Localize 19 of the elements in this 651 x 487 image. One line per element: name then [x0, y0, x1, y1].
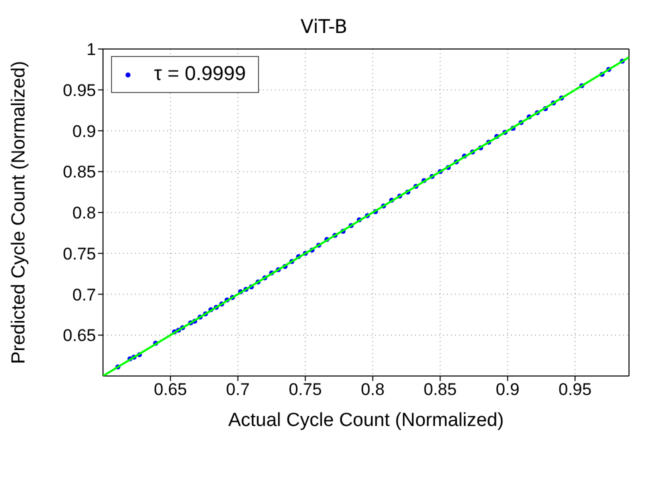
- y-axis-title: Predicted Cycle Count (Normalized): [8, 60, 30, 364]
- x-tick-label: 0.9: [496, 380, 520, 400]
- y-tick-label: 0.85: [62, 162, 96, 182]
- legend-label: τ = 0.9999: [154, 63, 246, 86]
- x-axis-title: Actual Cycle Count (Normalized): [228, 410, 504, 431]
- chart-title: ViT-B: [300, 16, 348, 38]
- y-tick-label: 0.95: [62, 80, 96, 100]
- x-tick-label: 0.85: [424, 380, 457, 400]
- y-tick-label: 0.7: [72, 285, 96, 304]
- x-tick-label: 0.7: [226, 380, 250, 400]
- x-tick-label: 0.8: [360, 380, 385, 400]
- y-tick-label: 0.9: [72, 122, 96, 141]
- y-tick-label: 0.65: [62, 326, 96, 346]
- y-tick-label: 0.75: [62, 244, 96, 264]
- x-tick-label: 0.75: [288, 380, 322, 400]
- y-tick-label: 0.8: [72, 204, 96, 223]
- x-tick-label: 0.65: [154, 380, 187, 400]
- y-tick-label: 1: [86, 40, 96, 60]
- x-tick-label: 0.95: [558, 380, 592, 400]
